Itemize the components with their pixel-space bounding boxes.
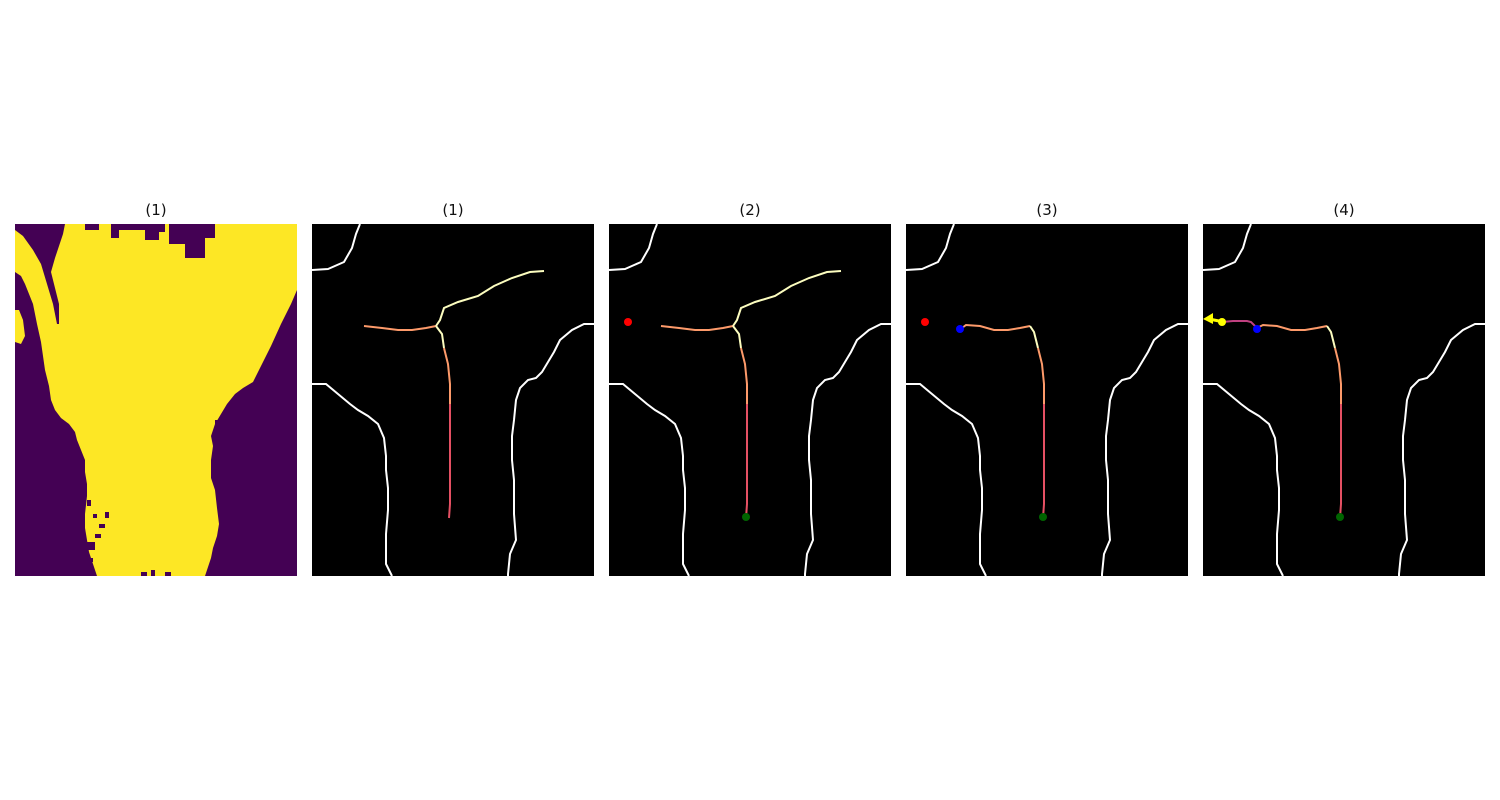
red-marker-icon	[624, 318, 632, 326]
boundary-lines	[906, 224, 1188, 576]
red-marker-icon	[921, 318, 929, 326]
panel-1-title: (1)	[145, 201, 167, 219]
skeleton-image-4	[1203, 224, 1485, 576]
segmentation-mask-image	[15, 224, 297, 576]
panel-5-title: (4)	[1333, 201, 1355, 219]
panel-4-title: (3)	[1036, 201, 1058, 219]
skeleton-lines	[363, 270, 545, 519]
boundary-lines	[609, 224, 891, 576]
boundary-lines	[312, 224, 594, 576]
mask-holes	[87, 420, 221, 576]
green-marker-icon	[1039, 513, 1047, 521]
skeleton-image-1	[312, 224, 594, 576]
green-marker-icon	[742, 513, 750, 521]
skeleton-image-2	[609, 224, 891, 576]
skeleton-lines	[961, 323, 1045, 519]
green-marker-icon	[1336, 513, 1344, 521]
yellow-marker-icon	[1218, 318, 1226, 326]
skeleton-panel-1	[312, 224, 594, 576]
skeleton-lines	[660, 270, 842, 519]
skeleton-panel-2	[609, 224, 891, 576]
skeleton-image-3	[906, 224, 1188, 576]
blue-marker-icon	[1253, 325, 1261, 333]
segmentation-mask-panel	[15, 224, 297, 576]
boundary-lines	[1203, 224, 1485, 576]
skeleton-panel-3	[906, 224, 1188, 576]
panel-2-title: (1)	[442, 201, 464, 219]
blue-marker-icon	[956, 325, 964, 333]
skeleton-lines	[1221, 320, 1342, 519]
panel-3-title: (2)	[739, 201, 761, 219]
skeleton-panel-4	[1203, 224, 1485, 576]
mask-foreground-region	[15, 224, 297, 576]
mask-left-spur	[15, 310, 25, 344]
yellow-arrow-icon	[1203, 313, 1220, 324]
